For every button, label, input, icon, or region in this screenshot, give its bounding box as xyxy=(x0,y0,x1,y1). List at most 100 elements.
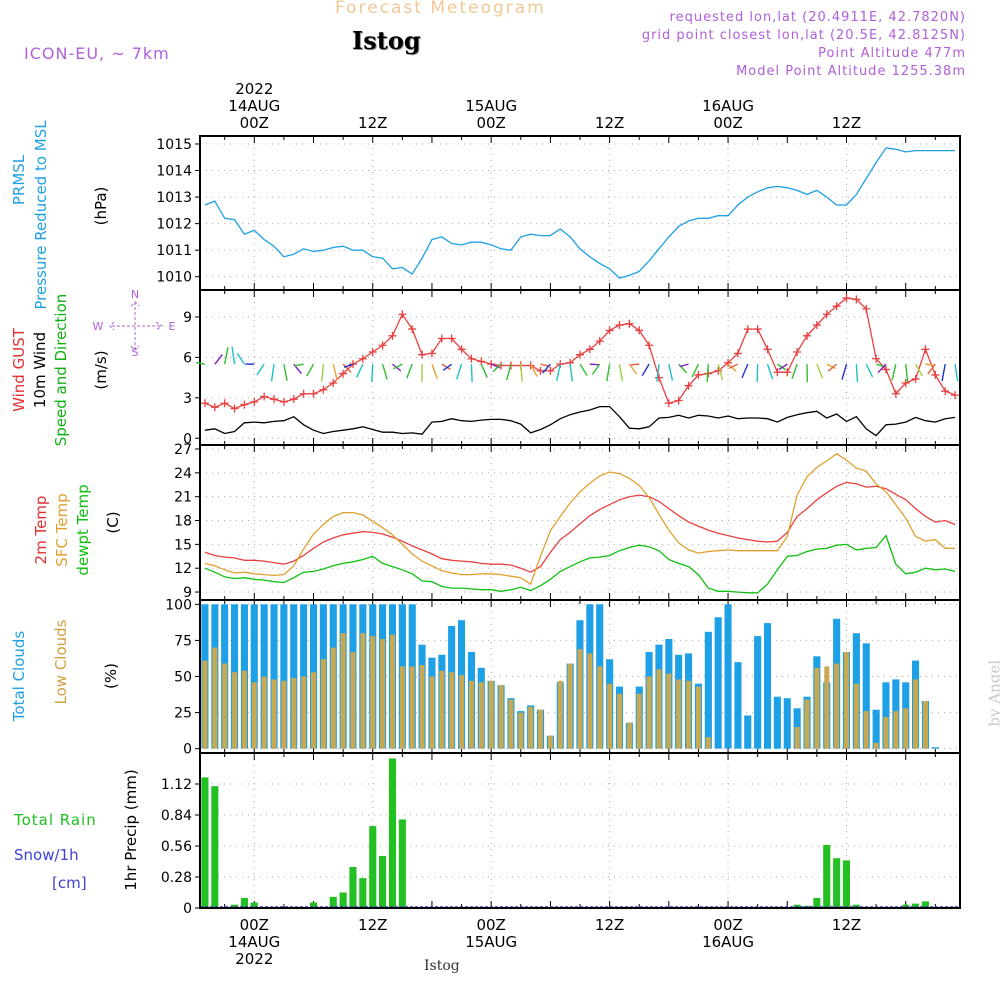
low-cloud-bar xyxy=(468,680,474,749)
wind-arrow xyxy=(589,363,599,366)
wind-arrow xyxy=(579,363,588,376)
low-cloud-bar xyxy=(212,647,218,749)
series-line-dewpt-temp xyxy=(204,534,956,594)
y-tick-label: 1015 xyxy=(156,137,192,153)
low-cloud-bar xyxy=(636,693,642,749)
wind-arrow xyxy=(766,363,774,380)
clouds-low-label: Low Clouds xyxy=(52,619,70,704)
y-tick-label: 15 xyxy=(174,537,192,553)
low-cloud-bar xyxy=(794,727,800,749)
gust-marker xyxy=(941,387,950,396)
requested-coords: requested lon,lat (20.4911E, 42.7820N) xyxy=(669,10,966,25)
gust-marker xyxy=(408,325,417,334)
total-cloud-bar xyxy=(270,604,278,749)
time-label-top: 2022 xyxy=(235,80,273,98)
time-label-bottom: 15AUG xyxy=(465,933,517,951)
wind-arrow xyxy=(618,364,624,382)
wind-arrow xyxy=(855,364,859,383)
wind-arrow xyxy=(791,363,798,380)
low-cloud-bar xyxy=(547,735,553,749)
wind-arrows xyxy=(195,346,959,383)
gust-marker xyxy=(437,334,446,343)
low-cloud-bar xyxy=(666,673,672,749)
precip-axis-label: 1hr Precip (mm) xyxy=(122,769,140,890)
low-cloud-bar xyxy=(261,676,267,749)
panel-pressure: 1010 1011 1012 1013 1014 1015 PRMSL Pressure Re… xyxy=(10,120,961,310)
low-cloud-bar xyxy=(528,706,534,749)
gust-marker xyxy=(576,350,584,359)
low-cloud-bar xyxy=(893,711,899,749)
gust-marker xyxy=(733,349,742,358)
meteogram-title: Forecast Meteogram xyxy=(335,0,546,18)
gust-marker xyxy=(546,366,555,375)
low-cloud-bar xyxy=(686,680,692,749)
clouds-total-label: Total Clouds xyxy=(10,631,28,723)
wind-arrow xyxy=(727,363,737,373)
total-cloud-bar xyxy=(714,617,722,749)
low-cloud-bar xyxy=(557,680,563,749)
station-name: Istog xyxy=(352,26,421,55)
series-line-sfc-temp xyxy=(204,452,956,586)
low-cloud-bar xyxy=(646,676,652,749)
wind-arrow xyxy=(668,363,674,381)
wind-arrow xyxy=(371,364,374,383)
gust-marker xyxy=(477,357,486,366)
y-tick-label: 9 xyxy=(183,585,192,601)
low-cloud-bar xyxy=(577,649,583,749)
y-tick-label: 27 xyxy=(174,442,192,458)
wind-arrow xyxy=(678,363,688,374)
gust-marker xyxy=(852,295,861,304)
wind-arrow xyxy=(470,364,473,383)
precip-bar xyxy=(339,892,347,908)
low-cloud-bar xyxy=(439,670,445,749)
wind-arrow xyxy=(691,363,700,378)
time-label-top: 12Z xyxy=(595,114,624,132)
wind-arrow xyxy=(283,363,288,382)
time-label-top: 00Z xyxy=(713,114,742,132)
gust-marker xyxy=(645,341,654,350)
time-label-bottom: 12Z xyxy=(358,916,387,934)
wind-arrow xyxy=(954,364,959,382)
temp-label-0: 2m Temp xyxy=(32,496,50,565)
low-cloud-bar xyxy=(538,709,543,749)
y-tick-label: 12 xyxy=(174,561,192,577)
low-cloud-bar xyxy=(301,676,307,749)
wind-arrow xyxy=(891,363,897,381)
low-cloud-bar xyxy=(291,677,297,749)
y-tick-label: 24 xyxy=(174,466,192,482)
low-cloud-bar xyxy=(705,737,711,749)
wind-arrow xyxy=(442,363,453,371)
gust-marker xyxy=(329,379,338,387)
total-cloud-bar xyxy=(783,698,791,749)
gust-marker xyxy=(872,354,881,363)
precip-bar xyxy=(250,902,258,908)
gust-marker xyxy=(763,345,772,354)
precip-bar xyxy=(379,856,387,908)
y-tick-label: 1012 xyxy=(156,217,192,233)
grid-point-coords: grid point closest lon,lat (20.5E, 42.81… xyxy=(641,28,966,43)
total-cloud-bar xyxy=(754,636,762,749)
y-tick-label: 0.84 xyxy=(161,808,192,824)
precip-bar xyxy=(231,904,239,908)
low-cloud-bar xyxy=(814,667,820,749)
y-tick-label: 21 xyxy=(174,490,192,506)
low-cloud-bar xyxy=(656,669,662,749)
low-cloud-bar xyxy=(498,685,504,749)
low-cloud-bar xyxy=(202,660,208,749)
y-tick-label: 0 xyxy=(183,431,192,447)
y-tick-label: 9 xyxy=(183,310,192,326)
low-cloud-bar xyxy=(597,666,603,749)
compass-e: E xyxy=(169,320,176,333)
low-cloud-bar xyxy=(232,672,238,749)
gust-marker xyxy=(595,337,604,346)
precip-bar xyxy=(912,903,920,908)
pressure-label-short: PRMSL xyxy=(10,154,28,205)
wind-arrow xyxy=(679,363,689,368)
y-tick-label: 1014 xyxy=(156,164,192,180)
total-cloud-bar xyxy=(290,604,298,749)
low-cloud-bar xyxy=(360,633,366,749)
gust-marker xyxy=(783,368,792,377)
wind-arrow xyxy=(630,363,640,366)
precip-bar xyxy=(921,901,929,908)
low-cloud-bar xyxy=(518,712,524,749)
